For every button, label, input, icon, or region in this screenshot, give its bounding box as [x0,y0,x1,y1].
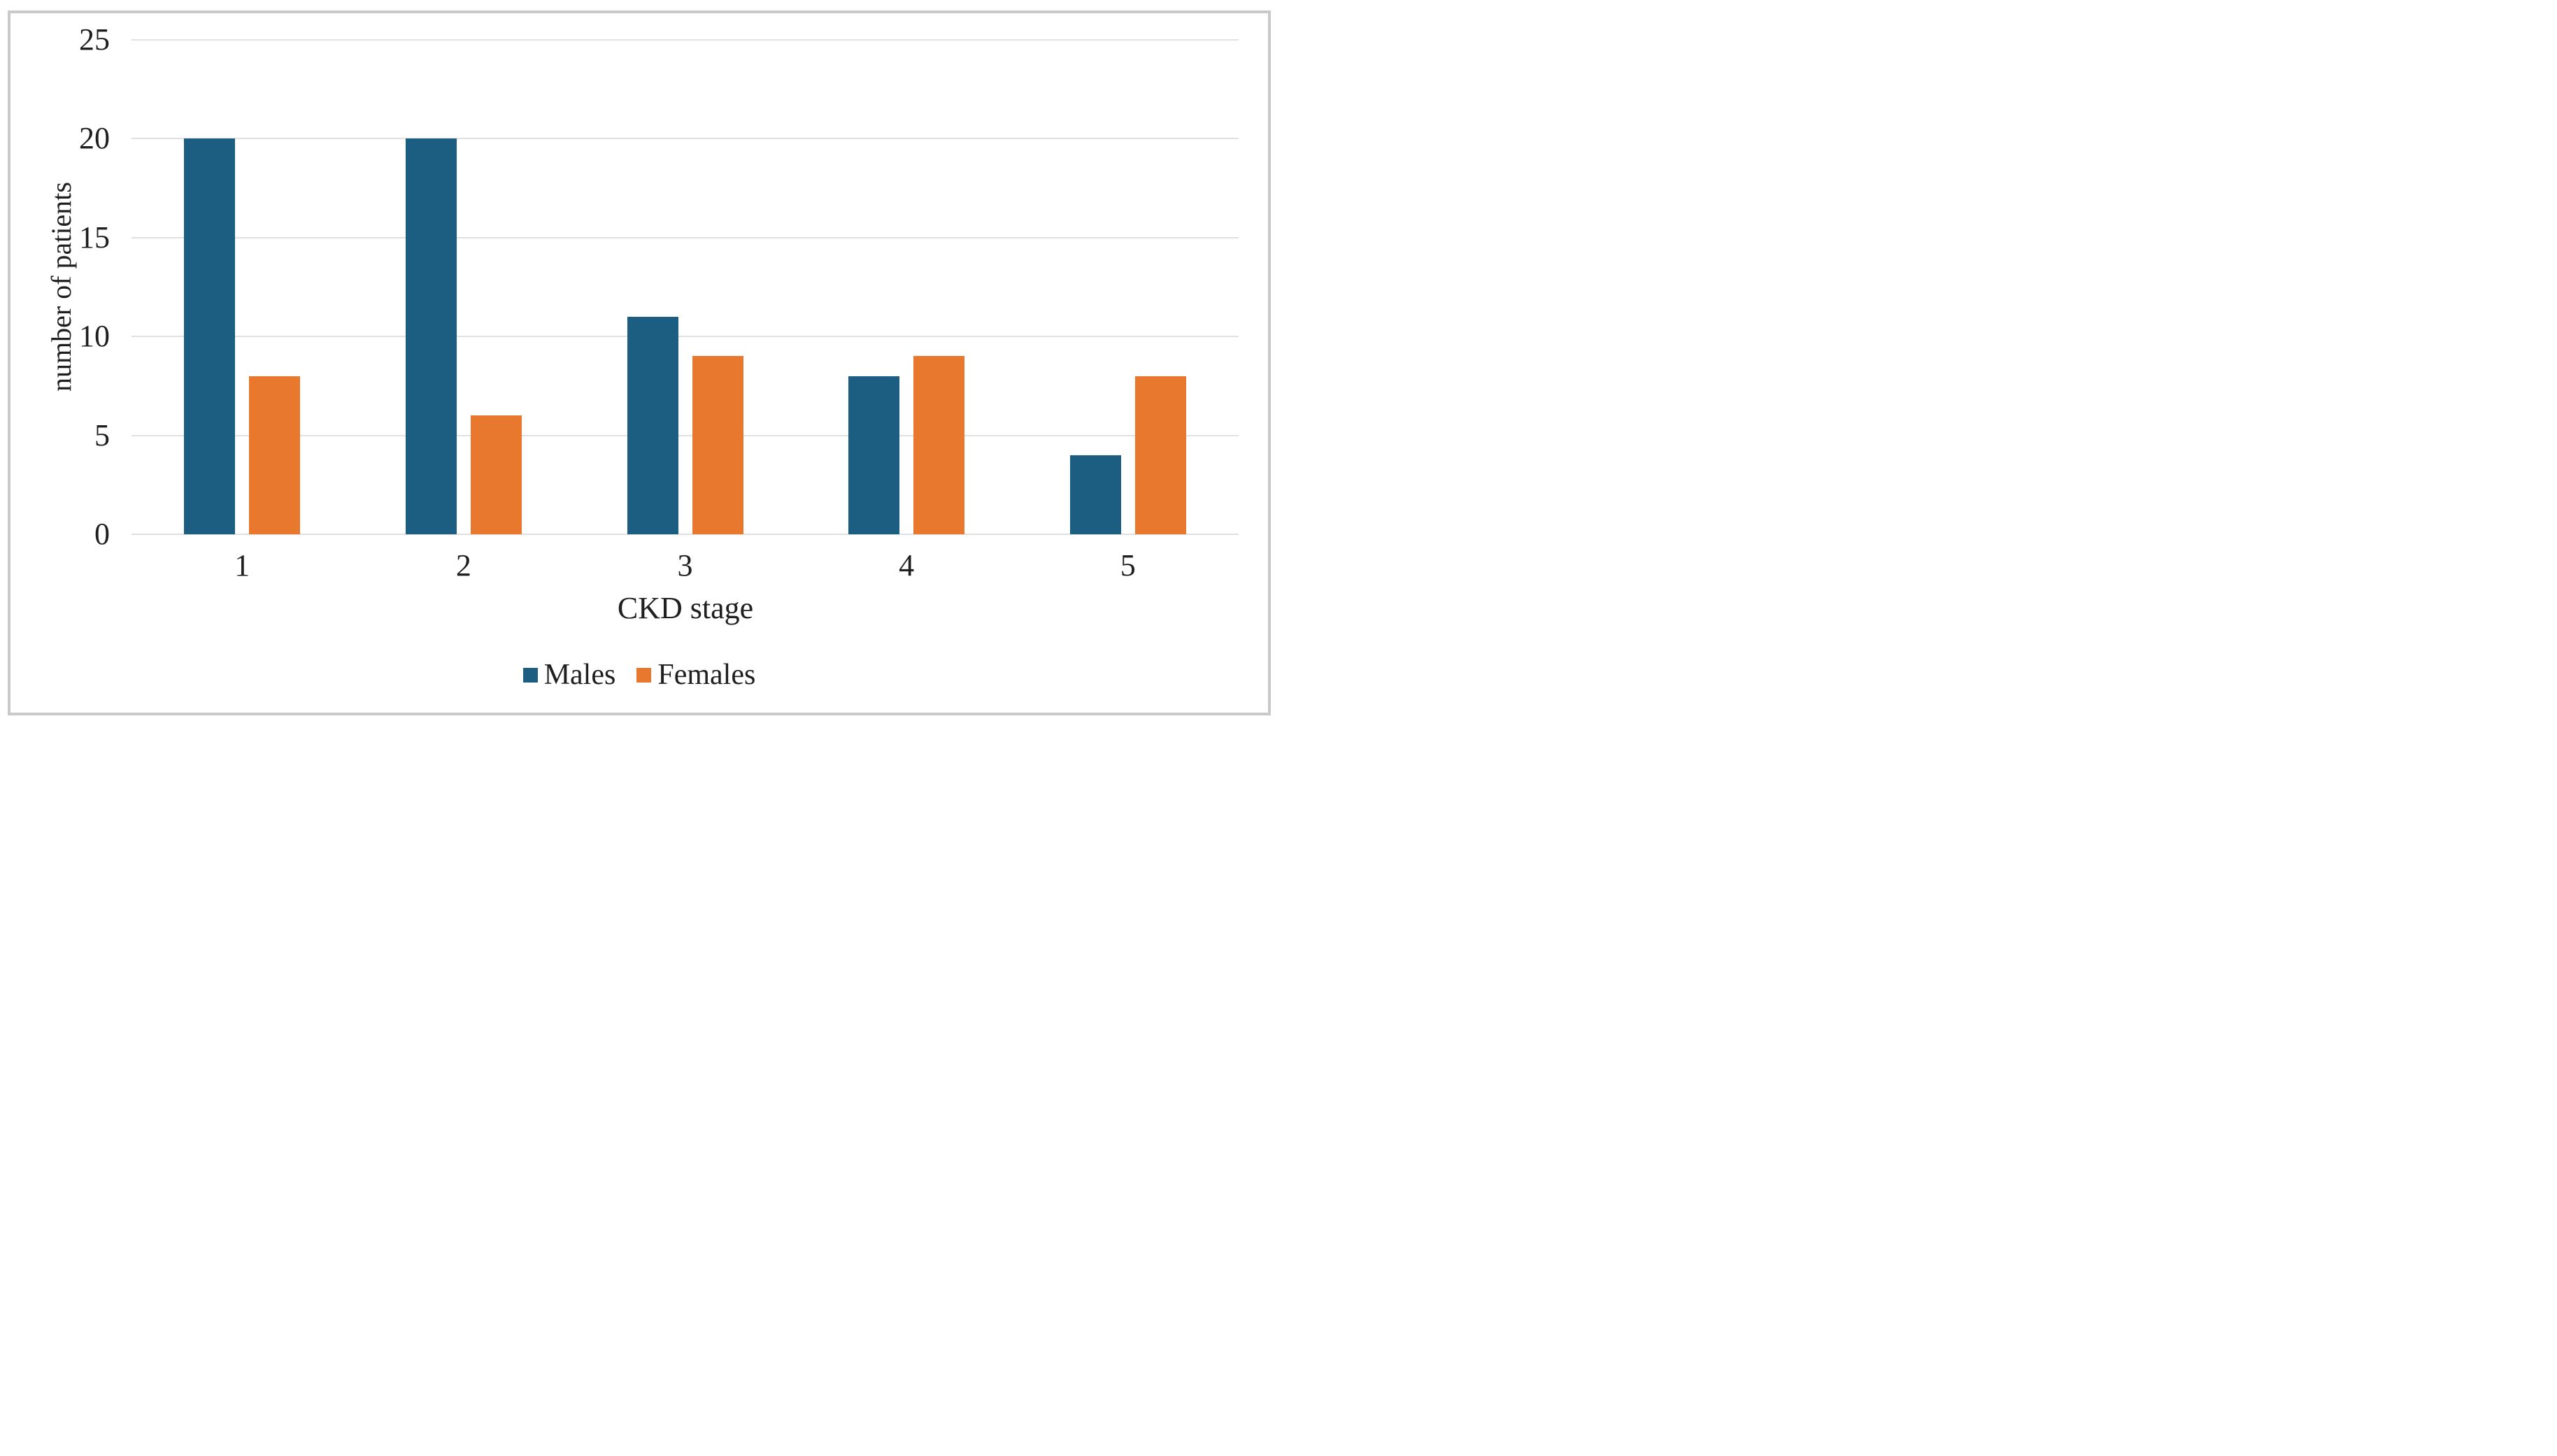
legend-label-males: Males [543,659,616,691]
bar-males-stage-3 [627,316,678,534]
legend: Males Females [0,659,1278,691]
x-axis-title: CKD stage [617,591,754,625]
x-tick-label-3: 3 [677,548,693,583]
bar-females-stage-2 [470,415,522,534]
bar-males-stage-4 [848,376,900,534]
gridline-25 [131,39,1239,41]
y-tick-label-20: 20 [79,121,110,156]
x-tick-label-2: 2 [455,548,471,583]
y-axis-title: number of patients [45,182,77,392]
gridline-5 [131,434,1239,436]
bar-females-stage-1 [249,376,301,534]
bar-males-stage-5 [1069,455,1121,534]
bar-females-stage-3 [692,356,743,534]
plot-area [131,39,1239,535]
gridline-15 [131,236,1239,238]
gridline-0 [131,534,1239,535]
x-tick-label-5: 5 [1120,548,1136,583]
x-tick-label-1: 1 [234,548,250,583]
bar-males-stage-1 [184,138,236,534]
y-tick-label-15: 15 [79,220,110,255]
y-tick-label-5: 5 [94,417,110,452]
gridline-20 [131,138,1239,140]
legend-label-females: Females [657,659,756,691]
y-tick-label-10: 10 [79,319,110,354]
gridline-10 [131,336,1239,338]
x-tick-label-4: 4 [899,548,915,583]
legend-item-males: Males [522,659,616,691]
y-tick-label-25: 25 [79,22,110,57]
legend-swatch-males [522,667,538,683]
legend-item-females: Females [636,659,755,691]
y-tick-label-0: 0 [94,517,110,551]
bar-females-stage-4 [913,356,965,534]
legend-swatch-females [636,667,652,683]
bar-females-stage-5 [1134,376,1186,534]
bar-males-stage-2 [405,138,457,534]
